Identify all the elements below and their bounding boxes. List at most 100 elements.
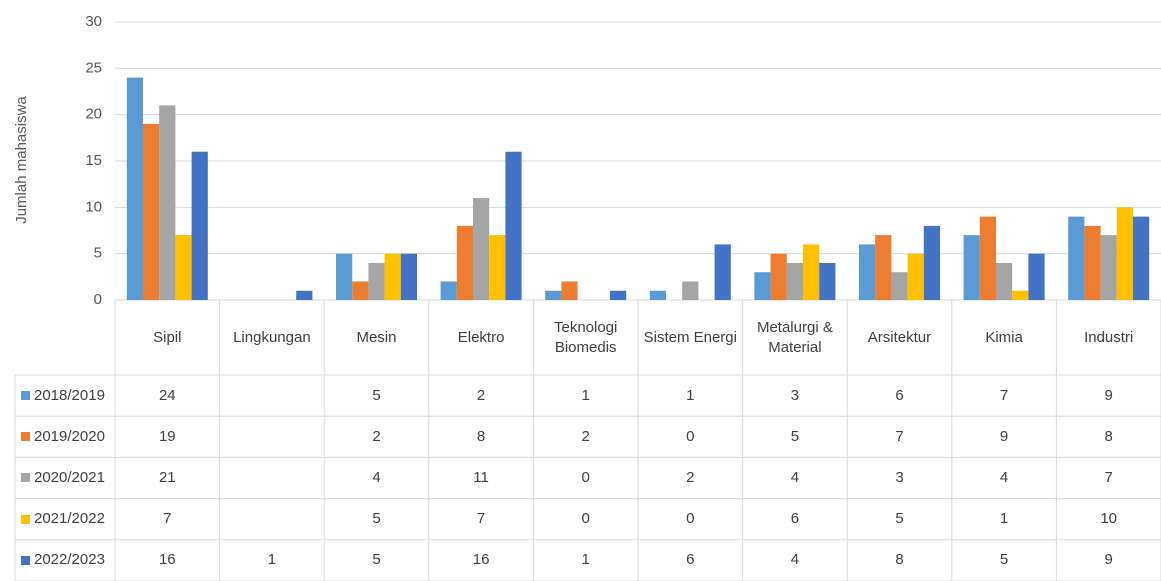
table-value: 3 xyxy=(790,386,800,404)
table-value: 7 xyxy=(163,510,172,528)
bar xyxy=(770,253,787,300)
bar xyxy=(1028,253,1045,300)
legend-swatch xyxy=(21,473,30,483)
category-label: Mesin xyxy=(356,328,397,346)
table-value: 24 xyxy=(158,386,176,404)
bar xyxy=(489,235,506,300)
table-value: 2 xyxy=(581,427,590,445)
legend-label: 2022/2023 xyxy=(34,551,105,569)
bar xyxy=(456,225,473,300)
bar xyxy=(923,225,940,300)
y-tick-label: 10 xyxy=(85,198,102,215)
table-value: 2 xyxy=(476,386,486,404)
table-value: 1 xyxy=(686,386,695,404)
table-value: 5 xyxy=(372,510,381,528)
table-value: 5 xyxy=(372,386,381,404)
bar xyxy=(368,262,385,300)
legend-entry: 2020/2021 xyxy=(15,457,115,498)
table-value: 2 xyxy=(372,427,381,445)
legend-label: 2021/2022 xyxy=(34,510,105,528)
bar xyxy=(384,253,401,300)
table-value: 4 xyxy=(999,468,1009,486)
table-value: 3 xyxy=(895,468,904,486)
table-value: 8 xyxy=(895,551,904,569)
legend-swatch xyxy=(21,555,30,565)
category-label: Teknologi Biomedis xyxy=(553,318,618,356)
y-tick-label: 30 xyxy=(85,13,102,30)
table-value: 5 xyxy=(372,551,381,569)
table-value: 8 xyxy=(1104,427,1113,445)
table-value: 0 xyxy=(686,427,695,445)
legend-entry: 2018/2019 xyxy=(15,375,115,416)
bar xyxy=(786,262,803,300)
table-value: 16 xyxy=(472,551,490,569)
bar xyxy=(803,244,820,300)
table-value: 1 xyxy=(581,551,590,569)
legend-entry: 2022/2023 xyxy=(15,540,115,581)
category-label: Elektro xyxy=(457,328,505,346)
bar xyxy=(143,123,160,300)
table-value: 16 xyxy=(158,551,176,569)
y-tick-label: 0 xyxy=(94,291,102,308)
bar xyxy=(754,272,771,300)
legend-label: 2020/2021 xyxy=(34,468,105,486)
y-tick-label: 20 xyxy=(85,106,102,123)
bar xyxy=(891,272,908,300)
table-value: 7 xyxy=(476,510,486,528)
bar xyxy=(610,290,627,300)
bar xyxy=(1012,290,1029,300)
table-value: 9 xyxy=(1104,386,1113,404)
table-value: 0 xyxy=(581,510,590,528)
table-value: 7 xyxy=(895,427,904,445)
bar xyxy=(159,105,176,301)
bar xyxy=(875,235,892,300)
category-label: Kimia xyxy=(985,328,1023,346)
bar xyxy=(1133,216,1150,300)
table-value: 4 xyxy=(790,468,800,486)
table-value: 0 xyxy=(581,468,590,486)
bar xyxy=(545,290,562,300)
bar xyxy=(1116,207,1133,300)
table-value: 9 xyxy=(999,427,1009,445)
table-value: 21 xyxy=(158,468,176,486)
table-value: 0 xyxy=(686,510,695,528)
bar xyxy=(440,281,457,300)
table-value: 5 xyxy=(790,427,800,445)
bar xyxy=(191,151,208,300)
legend-label: 2019/2020 xyxy=(34,427,105,445)
table-value: 7 xyxy=(1104,468,1113,486)
bar xyxy=(714,244,731,300)
table-value: 4 xyxy=(372,468,381,486)
table-value: 1 xyxy=(267,551,277,569)
table-value: 6 xyxy=(895,386,904,404)
legend-swatch xyxy=(21,391,30,401)
bar xyxy=(1100,235,1117,300)
bar xyxy=(1068,216,1085,300)
table-value: 5 xyxy=(895,510,904,528)
table-value: 7 xyxy=(999,386,1009,404)
legend-label: 2018/2019 xyxy=(34,386,105,404)
category-label: Sistem Energi xyxy=(643,328,737,346)
bar xyxy=(296,290,313,300)
bar xyxy=(175,235,192,300)
table-value: 5 xyxy=(999,551,1009,569)
bar xyxy=(649,290,666,300)
table-value: 9 xyxy=(1104,551,1113,569)
bar xyxy=(400,253,417,300)
bar xyxy=(682,281,699,300)
category-label: Metalurgi & Material xyxy=(756,318,833,356)
table-value: 2 xyxy=(686,468,695,486)
table-value: 6 xyxy=(790,510,800,528)
bar xyxy=(473,198,490,300)
bar xyxy=(126,77,143,300)
legend-swatch xyxy=(21,432,30,442)
table-value: 11 xyxy=(473,468,489,486)
table-value: 4 xyxy=(790,551,800,569)
bar xyxy=(819,262,836,300)
y-tick-label: 15 xyxy=(85,152,102,169)
legend-entry: 2019/2020 xyxy=(15,416,115,457)
legend-entry: 2021/2022 xyxy=(15,499,115,540)
bar xyxy=(963,235,980,300)
